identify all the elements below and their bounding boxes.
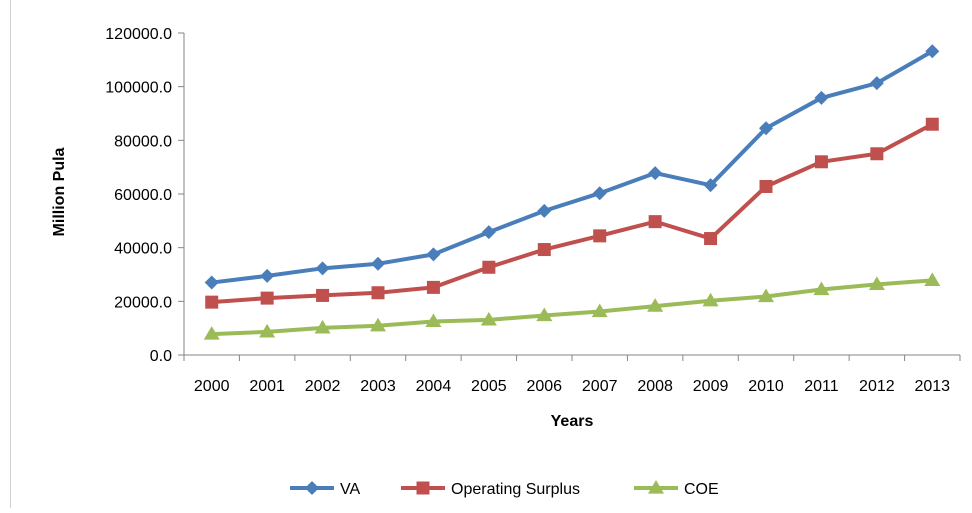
x-tick-label: 2008 — [637, 378, 673, 395]
data-point-operating-surplus — [759, 179, 773, 193]
frame-border — [10, 0, 11, 508]
data-point-coe — [425, 313, 442, 328]
y-tick-label: 120000.0 — [105, 26, 172, 43]
data-point-coe — [480, 311, 497, 326]
x-tick-label: 2010 — [748, 378, 784, 395]
series-line-coe — [211, 278, 933, 337]
x-tick-label: 2004 — [416, 378, 452, 395]
legend-marker-coe — [648, 480, 664, 494]
legend-marker-operating-surplus — [416, 481, 430, 495]
data-point-coe — [370, 317, 386, 332]
data-point-operating-surplus — [316, 288, 330, 302]
y-tick-labels: 0.0 20000.0 40000.0 60000.0 80000.0 100000.0 1… — [105, 26, 172, 365]
legend-item-operating-surplus: Operating Surplus — [401, 481, 580, 498]
data-point-operating-surplus — [925, 117, 939, 131]
legend-marker-va — [305, 481, 319, 495]
series-operating-surplus — [205, 117, 939, 309]
data-point-operating-surplus — [870, 147, 884, 161]
x-axis-title: Years — [551, 413, 594, 430]
series-line-operating-surplus — [211, 122, 934, 305]
data-point-operating-surplus — [426, 280, 440, 294]
data-point-operating-surplus — [371, 286, 385, 300]
data-point-coe — [647, 298, 664, 312]
data-point-va — [869, 76, 884, 91]
y-tick-label: 60000.0 — [114, 187, 172, 204]
y-tick-label: 0.0 — [150, 348, 172, 365]
data-point-va — [315, 261, 330, 276]
y-axis-title: Million Pula — [51, 147, 68, 236]
data-point-va — [925, 44, 940, 59]
x-tick-label: 2012 — [859, 378, 895, 395]
legend-label-operating-surplus: Operating Surplus — [451, 481, 580, 498]
data-point-coe — [702, 292, 719, 307]
data-point-va — [592, 186, 607, 201]
data-point-va — [260, 268, 275, 283]
legend-label-coe: COE — [684, 481, 719, 498]
y-tick-label: 100000.0 — [105, 80, 172, 97]
series-va — [204, 44, 940, 290]
x-tick-label: 2007 — [582, 378, 618, 395]
data-point-va — [814, 90, 829, 105]
data-point-coe — [924, 272, 941, 287]
data-point-coe — [758, 288, 774, 303]
data-point-coe — [536, 307, 553, 322]
y-tick-label: 80000.0 — [114, 133, 172, 150]
x-tick-label: 2009 — [693, 378, 729, 395]
data-point-va — [537, 203, 552, 218]
x-tick-label: 2003 — [360, 378, 396, 395]
data-point-operating-surplus — [814, 155, 828, 169]
x-tick-label: 2006 — [526, 378, 562, 395]
data-point-operating-surplus — [593, 229, 607, 243]
legend-label-va: VA — [340, 481, 360, 498]
data-point-coe — [868, 276, 885, 291]
data-point-va — [371, 256, 385, 271]
x-tick-label: 2013 — [914, 378, 950, 395]
legend-item-coe: COE — [634, 480, 719, 498]
data-point-coe — [314, 319, 331, 334]
axes — [178, 32, 961, 361]
data-point-va — [426, 247, 441, 262]
data-point-operating-surplus — [260, 291, 274, 305]
data-point-va — [703, 178, 718, 193]
data-point-va — [481, 225, 496, 240]
x-tick-label: 2000 — [194, 378, 230, 395]
x-tick-label: 2011 — [804, 378, 839, 395]
data-point-coe — [203, 326, 220, 340]
y-tick-label: 20000.0 — [114, 294, 172, 311]
data-point-coe — [259, 323, 276, 338]
data-point-va — [648, 166, 663, 181]
y-tick-label: 40000.0 — [114, 241, 172, 258]
data-point-operating-surplus — [482, 260, 496, 274]
x-tick-labels: 2000 2001 2002 2003 2004 2005 2006 2007 2008 2009… — [194, 378, 950, 395]
legend-item-va: VA — [290, 481, 360, 498]
data-point-operating-surplus — [205, 295, 219, 309]
data-point-coe — [591, 303, 608, 318]
series-layer — [203, 44, 941, 340]
data-point-operating-surplus — [537, 243, 551, 257]
x-tick-label: 2001 — [249, 378, 285, 395]
data-point-coe — [813, 281, 830, 296]
data-point-operating-surplus — [704, 232, 718, 246]
series-coe — [203, 272, 941, 340]
data-point-va — [204, 275, 219, 290]
series-line-va — [211, 49, 934, 285]
legend: VA Operating Surplus COE — [290, 480, 719, 498]
x-tick-label: 2005 — [471, 378, 507, 395]
data-point-va — [759, 121, 773, 136]
data-point-operating-surplus — [648, 215, 662, 229]
x-tick-label: 2002 — [305, 378, 341, 395]
